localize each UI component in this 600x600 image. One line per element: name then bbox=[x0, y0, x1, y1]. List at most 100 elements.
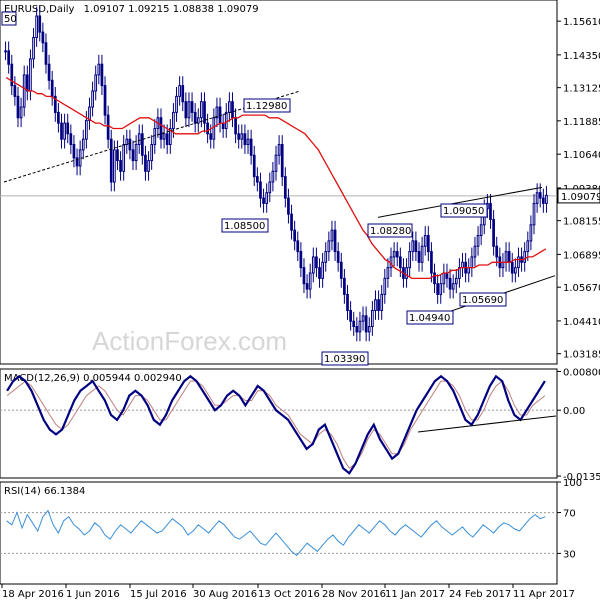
candle-body bbox=[190, 101, 194, 113]
svg-text:EURUSD,Daily 1.09107 1.0: EURUSD,Daily 1.09107 1.09215 1.08838 1.0… bbox=[4, 4, 259, 15]
price-callout: 1.12980 bbox=[243, 98, 291, 113]
candle-body bbox=[181, 85, 185, 103]
candle-body bbox=[4, 50, 7, 53]
candle-body bbox=[165, 133, 169, 146]
date-tick-label: 24 Feb 2017 bbox=[449, 589, 511, 600]
candle-body bbox=[374, 299, 377, 311]
candle-body bbox=[436, 283, 440, 295]
candle-body bbox=[510, 261, 514, 274]
watermark: ActionForex.com bbox=[92, 326, 287, 356]
candle-body bbox=[538, 192, 542, 199]
date-tick-label: 30 Aug 2016 bbox=[193, 589, 257, 600]
candle-body bbox=[240, 133, 244, 140]
callout-box bbox=[243, 98, 291, 113]
candle-body bbox=[112, 149, 116, 183]
price-panel bbox=[0, 0, 558, 365]
candle-body bbox=[150, 144, 154, 162]
candle-body bbox=[423, 235, 427, 247]
candle-body bbox=[336, 251, 340, 263]
date-axis: 18 Apr 2016 1 Jun 2016 15 Jul 2016 30 Aug 2… bbox=[1, 584, 575, 600]
candle-body bbox=[364, 315, 368, 333]
candle-body bbox=[302, 267, 306, 285]
candle-body bbox=[246, 138, 250, 146]
callout-label: 1.05690 bbox=[462, 295, 503, 306]
candle-body bbox=[346, 293, 349, 311]
rsi-panel bbox=[0, 481, 558, 585]
callout-box bbox=[367, 223, 413, 238]
dashed-trendline bbox=[3, 90, 301, 183]
candle-body bbox=[371, 309, 374, 328]
macd-ytick-label: -0.013599 bbox=[563, 472, 600, 483]
candle-body bbox=[343, 277, 346, 295]
candle-body bbox=[461, 261, 464, 269]
candle-body bbox=[529, 224, 533, 242]
callout-label: 1.04940 bbox=[409, 313, 450, 324]
macd-support-line bbox=[417, 415, 557, 433]
candle-body bbox=[311, 256, 315, 274]
candle-body bbox=[35, 15, 38, 38]
candle-body bbox=[196, 117, 200, 124]
candle-body bbox=[318, 267, 321, 279]
candle-body bbox=[7, 50, 11, 65]
candle-body bbox=[448, 277, 452, 290]
callout-label: 1.03390 bbox=[324, 354, 365, 365]
candle-body bbox=[53, 95, 57, 113]
price-callout: 1.03390 bbox=[321, 351, 369, 366]
candle-body bbox=[209, 133, 213, 140]
candle-body bbox=[147, 160, 150, 172]
sma-line bbox=[5, 77, 547, 280]
candle-body bbox=[545, 194, 548, 204]
candle-body bbox=[103, 85, 107, 116]
candle-body bbox=[514, 267, 517, 274]
callout-box bbox=[321, 351, 369, 366]
candle-body bbox=[29, 58, 32, 92]
candle-body bbox=[10, 63, 14, 87]
callout-label: 50 bbox=[4, 14, 17, 25]
candle-body bbox=[507, 251, 511, 263]
date-tick-label: 18 Apr 2016 bbox=[2, 589, 64, 600]
date-tick-label: 15 Jul 2016 bbox=[130, 589, 187, 600]
candle-body bbox=[38, 15, 42, 33]
macd-line bbox=[6, 374, 546, 475]
candle-body bbox=[259, 181, 262, 199]
candle-body bbox=[324, 251, 328, 263]
price-axis: 1.156101.143501.131251.118851.106401.093… bbox=[557, 17, 600, 361]
callout-label: 1.12980 bbox=[246, 101, 287, 112]
candle-body bbox=[526, 240, 530, 253]
candle-body bbox=[81, 138, 85, 151]
candle-body bbox=[69, 133, 73, 146]
callout-box bbox=[406, 310, 454, 325]
last-price-box bbox=[557, 188, 600, 204]
candle-body bbox=[122, 144, 126, 172]
candle-body bbox=[243, 133, 247, 146]
candle-body bbox=[237, 133, 241, 140]
date-tick-label: 28 Nov 2016 bbox=[322, 589, 386, 600]
callout-box bbox=[221, 218, 269, 233]
price-callout: 1.05690 bbox=[459, 292, 507, 307]
candle-body bbox=[268, 181, 272, 194]
candle-body bbox=[75, 157, 79, 167]
callout-label: 1.09050 bbox=[443, 206, 484, 217]
candle-body bbox=[255, 176, 259, 183]
candle-body bbox=[119, 160, 122, 172]
candle-body bbox=[228, 101, 231, 113]
candle-body bbox=[386, 267, 390, 279]
candle-body bbox=[454, 277, 458, 285]
candle-body bbox=[398, 256, 402, 269]
candle-body bbox=[131, 149, 135, 162]
candle-body bbox=[32, 36, 35, 60]
candle-body bbox=[330, 229, 334, 242]
price-callout: 1.08280 bbox=[367, 223, 413, 238]
candle-body bbox=[50, 79, 54, 97]
candle-body bbox=[489, 202, 492, 220]
price-callout: 1.09050 bbox=[440, 203, 488, 218]
candle-body bbox=[144, 154, 147, 172]
candle-body bbox=[349, 309, 352, 322]
candle-body bbox=[299, 251, 303, 269]
rsi-ytick-label: 100 bbox=[563, 478, 582, 489]
candle-body bbox=[41, 31, 45, 44]
candle-body bbox=[411, 240, 415, 253]
candle-body bbox=[277, 144, 281, 156]
